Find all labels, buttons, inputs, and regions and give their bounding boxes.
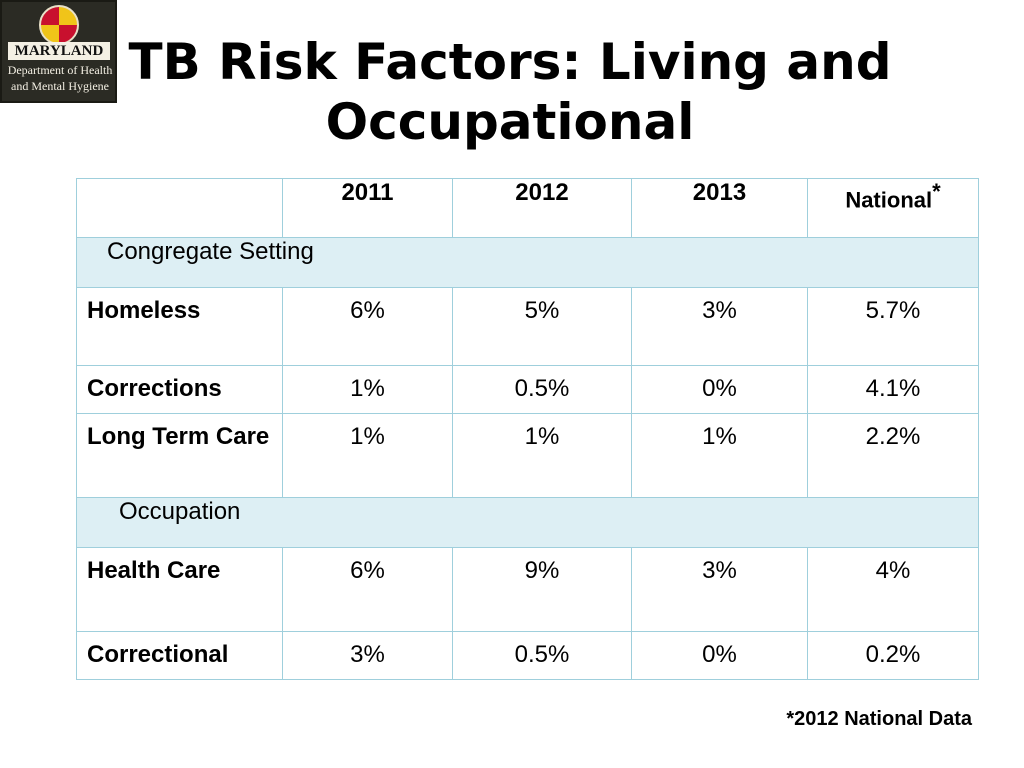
header-cell-2012: 2012 bbox=[452, 178, 632, 238]
maryland-dhmh-logo: MARYLAND Department of Health and Mental… bbox=[0, 0, 117, 103]
table-cell: 4.1% bbox=[807, 365, 979, 414]
table-row: Correctional 3% 0.5% 0% 0.2% bbox=[76, 631, 979, 680]
table-cell: 4% bbox=[807, 547, 979, 632]
row-label: Correctional bbox=[76, 631, 283, 680]
table-cell: 3% bbox=[282, 631, 453, 680]
header-national-label: National bbox=[845, 187, 933, 213]
table-row: Corrections 1% 0.5% 0% 4.1% bbox=[76, 365, 979, 414]
risk-factor-table: 2011 2012 2013 National* Congregate Sett… bbox=[76, 178, 979, 680]
table-row: Homeless 6% 5% 3% 5.7% bbox=[76, 287, 979, 366]
table-cell: 3% bbox=[631, 287, 808, 366]
table-cell: 1% bbox=[631, 413, 808, 498]
slide-title: TB Risk Factors: Living and Occupational bbox=[120, 32, 900, 152]
table-cell: 5.7% bbox=[807, 287, 979, 366]
table-cell: 1% bbox=[282, 365, 453, 414]
section-label-cell: Congregate Setting bbox=[76, 237, 979, 288]
slide-title-line-2: Occupational bbox=[325, 93, 695, 151]
row-label: Homeless bbox=[76, 287, 283, 366]
row-label: Long Term Care bbox=[76, 413, 283, 498]
table-row: Health Care 6% 9% 3% 4% bbox=[76, 547, 979, 632]
slide-title-line-1: TB Risk Factors: Living and bbox=[128, 33, 892, 91]
row-label: Corrections bbox=[76, 365, 283, 414]
table-cell: 1% bbox=[282, 413, 453, 498]
section-row-congregate: Congregate Setting bbox=[76, 237, 979, 288]
maryland-seal-icon bbox=[39, 5, 79, 45]
logo-line-3: and Mental Hygiene bbox=[11, 79, 109, 93]
logo-state-name: MARYLAND bbox=[8, 42, 110, 60]
table-cell: 3% bbox=[631, 547, 808, 632]
row-label: Health Care bbox=[76, 547, 283, 632]
table-cell: 6% bbox=[282, 287, 453, 366]
section-row-occupation: Occupation bbox=[76, 497, 979, 548]
section-label: Congregate Setting bbox=[107, 238, 314, 265]
logo-department-name: Department of Health and Mental Hygiene bbox=[4, 62, 116, 94]
section-label: Occupation bbox=[119, 498, 241, 525]
table-cell: 2.2% bbox=[807, 413, 979, 498]
table-cell: 0.5% bbox=[452, 631, 632, 680]
table-cell: 0.5% bbox=[452, 365, 632, 414]
table-cell: 0% bbox=[631, 631, 808, 680]
header-cell-national: National* bbox=[807, 178, 979, 238]
table-cell: 9% bbox=[452, 547, 632, 632]
table-row: Long Term Care 1% 1% 1% 2.2% bbox=[76, 413, 979, 498]
section-label-cell: Occupation bbox=[76, 497, 979, 548]
table-cell: 0% bbox=[631, 365, 808, 414]
footnote: *2012 National Data bbox=[786, 708, 972, 730]
table-cell: 1% bbox=[452, 413, 632, 498]
table-header-row: 2011 2012 2013 National* bbox=[76, 178, 979, 238]
table-cell: 6% bbox=[282, 547, 453, 632]
national-footnote-marker: * bbox=[932, 179, 941, 204]
header-cell-2011: 2011 bbox=[282, 178, 453, 238]
header-cell-empty bbox=[76, 178, 283, 238]
header-cell-2013: 2013 bbox=[631, 178, 808, 238]
logo-line-2: Department of Health bbox=[7, 63, 113, 77]
table-cell: 0.2% bbox=[807, 631, 979, 680]
table-cell: 5% bbox=[452, 287, 632, 366]
